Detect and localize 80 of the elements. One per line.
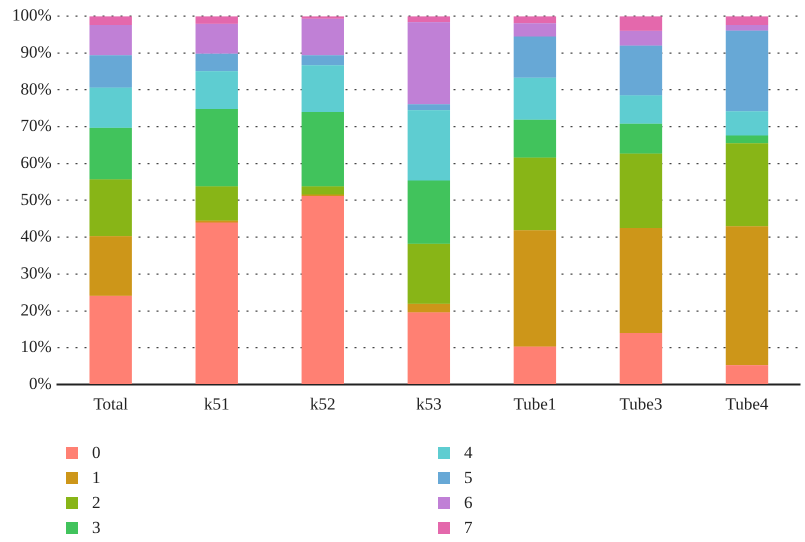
bar [726,226,768,366]
y-tick-label: 50% [20,190,52,209]
bar [620,333,662,384]
bar [89,296,132,384]
y-tick-label: 10% [20,337,52,356]
y-tick-label: 70% [20,116,52,136]
y-tick-label: 40% [20,226,52,246]
bar [196,109,238,186]
bar [302,18,344,56]
bar [514,23,556,36]
bar [302,16,344,19]
bar [302,112,344,186]
bar [408,104,450,110]
legend-label: 5 [464,468,472,488]
bar [514,36,556,78]
bar [89,16,132,26]
legend-label: 1 [92,468,100,488]
bar [408,304,450,312]
x-tick-label: k51 [204,394,230,414]
bar [89,88,132,128]
x-tick-label: k53 [416,394,442,414]
bar [726,136,768,144]
bar [196,54,238,72]
bar [726,111,768,136]
bar [89,128,132,180]
legend-label: 2 [92,492,100,512]
bar [408,22,450,104]
x-tick-label: Tube3 [620,394,662,414]
bar [620,46,662,96]
bar [408,312,450,384]
bar [89,55,132,88]
legend-label: 0 [92,442,100,462]
bar [89,179,132,236]
bar [726,30,768,112]
y-tick-label: 0% [28,374,52,394]
bar [89,25,132,56]
legend-label: 6 [464,492,472,512]
y-tick-label: 60% [20,153,52,172]
legend-label: 3 [92,518,100,538]
bar [514,16,556,24]
bar [302,65,344,112]
bar [726,25,768,31]
bar [620,228,662,334]
x-tick-label: k52 [310,394,336,414]
y-tick-label: 90% [20,42,52,62]
bar [408,180,450,244]
legend-label: 7 [464,518,472,538]
bar [620,95,662,124]
bar [196,186,238,221]
bar [726,365,768,384]
bar [620,154,662,228]
y-tick-label: 30% [20,264,52,283]
bar [408,110,450,181]
x-tick-label: Tube4 [726,394,769,414]
bar [302,55,344,66]
bar [620,30,662,46]
bar [620,124,662,154]
y-tick-label: 100% [12,6,52,25]
bar [196,16,238,24]
bar [514,346,556,384]
y-tick-label: 80% [20,79,52,98]
bar [408,16,450,22]
bar [514,78,556,120]
x-tick-label: Tube1 [513,394,556,414]
bar [196,71,238,110]
bar [408,244,450,304]
legend-label: 4 [464,442,472,462]
bar [514,158,556,230]
bar [196,222,238,384]
bar [196,24,238,54]
bar [726,16,768,26]
bar [302,186,344,195]
y-tick-label: 20% [20,300,52,320]
x-tick-label: Total [93,394,128,414]
bar [726,143,768,226]
bar [514,230,556,347]
bar [302,196,344,384]
bar [89,236,132,296]
bar [514,120,556,158]
bar [620,16,662,31]
